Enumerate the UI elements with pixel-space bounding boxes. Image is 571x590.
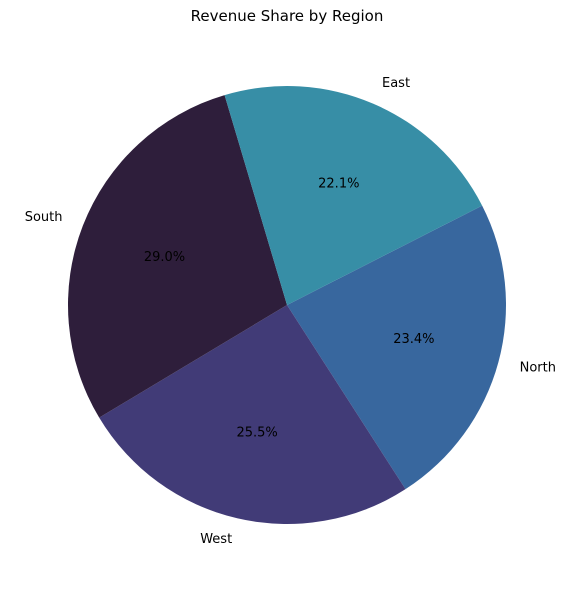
pct-label-south: 29.0%	[144, 250, 185, 265]
slice-label-south: South	[25, 210, 63, 225]
pct-label-east: 22.1%	[318, 177, 359, 192]
pie-slice-east	[224, 85, 483, 305]
pie-slice-north	[287, 205, 507, 490]
pie-labels: 23.4% North 25.5% West 29.0% South 22.1% East	[25, 76, 556, 547]
pie-slices	[67, 85, 507, 525]
pie-slice-west	[99, 305, 406, 525]
slice-label-north: North	[520, 360, 556, 375]
slice-label-east: East	[382, 76, 410, 91]
pct-label-west: 25.5%	[236, 426, 277, 441]
pct-label-north: 23.4%	[393, 332, 434, 347]
slice-label-west: West	[200, 532, 232, 547]
chart-title: Revenue Share by Region	[191, 7, 384, 25]
pie-slice-south	[67, 95, 287, 418]
